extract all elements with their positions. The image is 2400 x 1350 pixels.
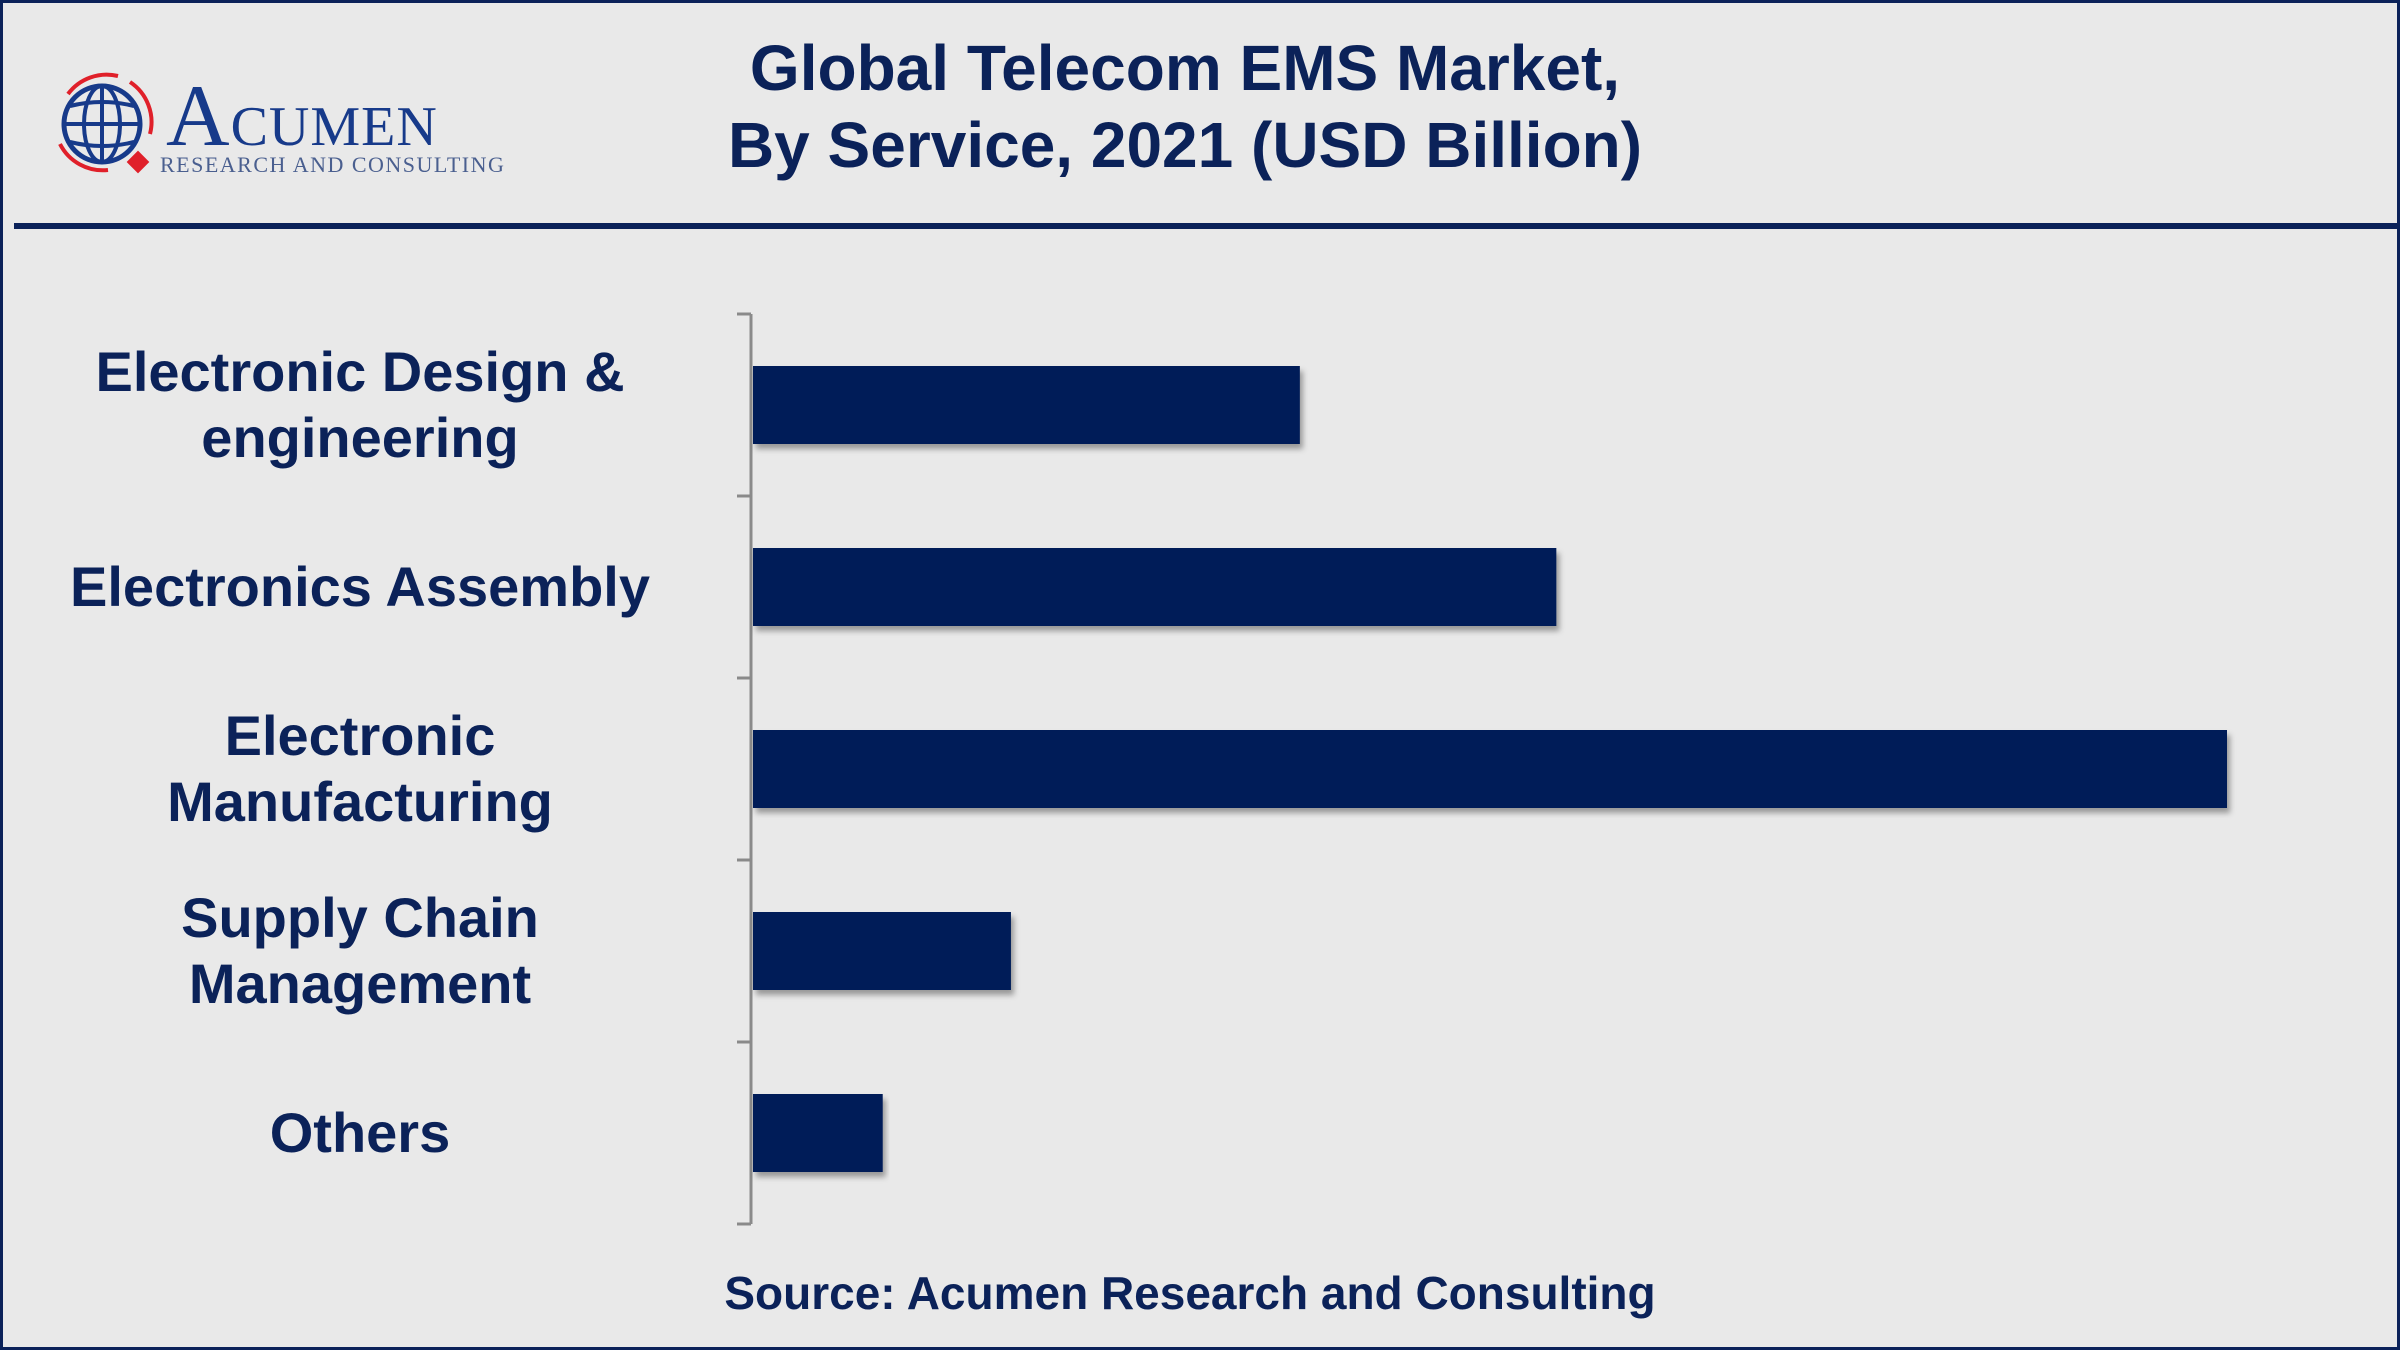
logo-wordmark: ACUMEN bbox=[166, 68, 438, 165]
logo-tagline: RESEARCH AND CONSULTING bbox=[160, 152, 506, 177]
bar-0 bbox=[753, 366, 1300, 444]
title-line-2: By Service, 2021 (USD Billion) bbox=[727, 109, 1643, 181]
acumen-logo: ACUMEN RESEARCH AND CONSULTING bbox=[48, 64, 508, 184]
source-note: Source: Acumen Research and Consulting bbox=[724, 1267, 1656, 1319]
header-divider bbox=[14, 223, 2400, 229]
category-label-line: Electronic bbox=[224, 704, 496, 767]
category-label: Others bbox=[20, 1100, 700, 1166]
chart-title: Global Telecom EMS Market, By Service, 2… bbox=[600, 30, 1770, 184]
category-label: Electronic Manufacturing bbox=[20, 703, 700, 835]
title-line-1: Global Telecom EMS Market, bbox=[749, 32, 1621, 104]
bar-1 bbox=[753, 548, 1557, 626]
category-label-line: Supply Chain bbox=[181, 886, 539, 949]
bar-3 bbox=[753, 912, 1011, 990]
category-label-line: Management bbox=[188, 952, 532, 1015]
category-label: Supply Chain Management bbox=[20, 885, 700, 1017]
category-label-line: Electronic Design & bbox=[95, 340, 625, 403]
category-label: Electronics Assembly bbox=[20, 554, 700, 620]
globe-logo-icon bbox=[58, 72, 154, 174]
category-label-line: Electronics Assembly bbox=[70, 555, 650, 618]
category-label: Electronic Design & engineering bbox=[20, 339, 700, 471]
bar-4 bbox=[753, 1094, 883, 1172]
category-label-line: engineering bbox=[201, 406, 519, 469]
bar-2 bbox=[753, 730, 2227, 808]
category-label-line: Others bbox=[269, 1101, 451, 1164]
category-label-line: Manufacturing bbox=[167, 770, 553, 833]
